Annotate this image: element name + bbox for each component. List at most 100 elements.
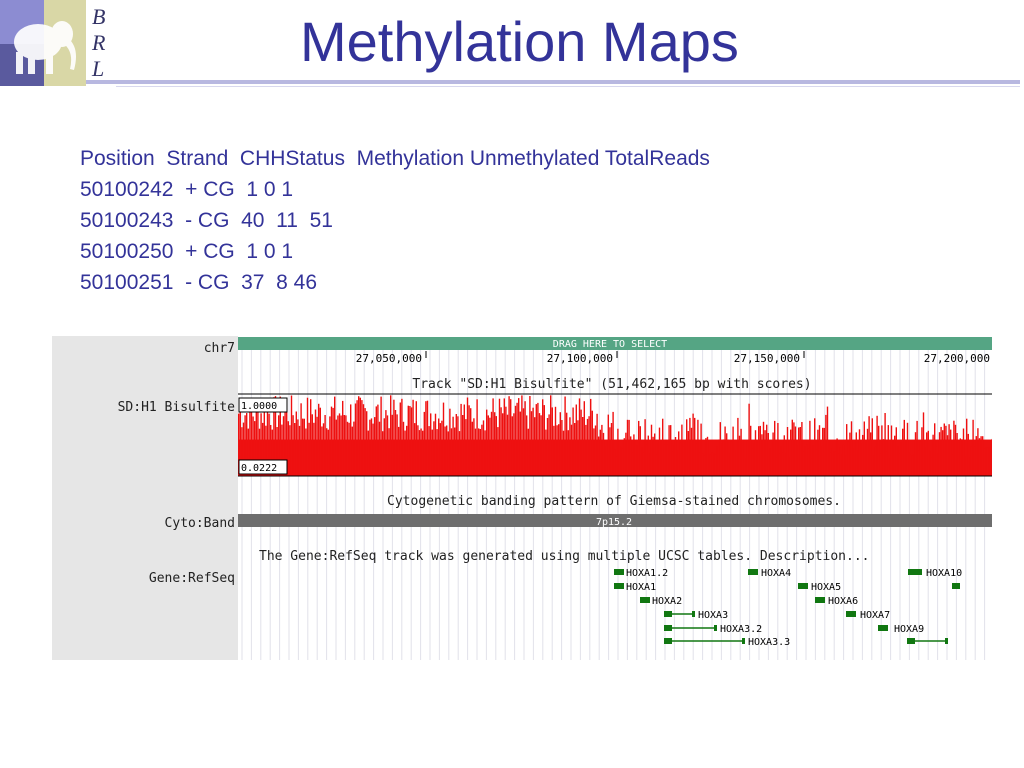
signal-bar [782, 452, 784, 476]
signal-bar [306, 397, 309, 476]
signal-bar [666, 444, 669, 476]
elephant-icon [14, 21, 76, 74]
signal-bar [433, 421, 435, 476]
gene-hoxa3.3[interactable]: HOXA3.3 [664, 637, 790, 648]
signal-bar [359, 397, 361, 476]
ruler-label: 27,100,000 [547, 352, 613, 365]
signal-bar [354, 403, 357, 476]
signal-bar [407, 405, 409, 476]
signal-bar [726, 433, 728, 476]
signal-bar [886, 451, 888, 476]
signal-bar [713, 453, 715, 476]
signal-bar [870, 432, 872, 476]
gene-unlabeled[interactable] [907, 638, 948, 644]
drag-select-bar[interactable] [238, 337, 992, 350]
signal-bar [470, 408, 472, 476]
signal-bar [804, 446, 806, 476]
signal-bar [238, 413, 240, 476]
gene-hoxa5[interactable]: HOXA5 [798, 582, 841, 593]
signal-bar [465, 419, 467, 476]
signal-bar [882, 439, 885, 476]
signal-bar [967, 433, 969, 476]
signal-bar [670, 425, 672, 476]
signal-bar [658, 427, 661, 476]
signal-bar [446, 425, 448, 476]
signal-bar [951, 454, 953, 476]
signal-bar [257, 407, 259, 476]
signal-bar [790, 429, 792, 476]
svg-text:HOXA7: HOXA7 [860, 610, 890, 621]
signal-bar [940, 426, 942, 476]
signal-bar [846, 424, 848, 476]
signal-bar [969, 457, 971, 476]
signal-bar [548, 414, 550, 476]
signal-bar [594, 425, 597, 476]
gene-hoxa10[interactable]: HOXA10 [908, 568, 962, 579]
gene-hoxa2[interactable]: HOXA2 [640, 596, 682, 607]
signal-bar [559, 412, 561, 476]
gene-hoxa1.2[interactable]: HOXA1.2 [614, 568, 668, 579]
signal-bar [550, 395, 552, 476]
signal-bar [818, 425, 821, 476]
signal-bar [833, 451, 835, 476]
signal-bar [748, 403, 750, 476]
signal-bar [868, 416, 870, 476]
signal-bar [447, 431, 449, 476]
signal-bar [895, 427, 897, 476]
signal-bar [767, 433, 769, 476]
signal-bar [338, 413, 341, 476]
brl-logo: B R L [0, 0, 106, 86]
signal-bar [766, 424, 768, 476]
signal-bar [775, 457, 777, 476]
slide-title: Methylation Maps [300, 10, 739, 73]
gene-unlabeled[interactable] [952, 583, 960, 589]
track-label-bisulfite: SD:H1 Bisulfite [118, 400, 236, 415]
signal-bar [623, 438, 625, 476]
signal-bar [966, 418, 968, 476]
signal-bar [897, 446, 899, 476]
signal-bar [665, 439, 667, 476]
gene-hoxa1[interactable]: HOXA1 [614, 582, 656, 593]
bisulfite-signal [238, 395, 992, 476]
data-header-row: Position Strand CHHStatus Methylation Un… [80, 147, 710, 170]
signal-bar [950, 429, 952, 476]
signal-bar [692, 413, 694, 476]
svg-text:HOXA3: HOXA3 [698, 610, 728, 621]
signal-bar [729, 453, 731, 476]
signal-bar [890, 425, 893, 476]
signal-bar [524, 401, 526, 476]
gene-hoxa9[interactable]: HOXA9 [878, 624, 924, 635]
signal-bar [580, 409, 582, 476]
gene-hoxa3[interactable]: HOXA3 [664, 610, 728, 621]
signal-bar [401, 398, 403, 476]
signal-bar [326, 428, 328, 476]
signal-bar [412, 399, 414, 476]
signal-bar [654, 433, 656, 476]
signal-bar [850, 421, 853, 476]
signal-bar [377, 404, 379, 476]
signal-bar [546, 418, 549, 476]
gene-hoxa6[interactable]: HOXA6 [815, 596, 858, 607]
signal-bar [473, 418, 475, 476]
signal-bar [990, 440, 992, 476]
gene-hoxa4[interactable]: HOXA4 [748, 568, 791, 579]
signal-bar [302, 418, 304, 476]
signal-bar [866, 428, 869, 476]
signal-bar [508, 396, 510, 476]
signal-bar [406, 425, 408, 476]
gene-hoxa7[interactable]: HOXA7 [846, 610, 890, 621]
data-row: 50100250 + CG 1 0 1 [80, 240, 294, 263]
signal-bar [758, 426, 760, 476]
gene-hoxa3.2[interactable]: HOXA3.2 [664, 624, 762, 635]
signal-bar [905, 441, 907, 476]
signal-bar [535, 404, 537, 476]
signal-bar [364, 408, 366, 476]
signal-bar [948, 424, 950, 476]
signal-bar [961, 439, 963, 476]
signal-bar [452, 416, 454, 476]
signal-bar [780, 446, 782, 476]
signal-bar [287, 421, 289, 476]
signal-bar [295, 411, 297, 476]
signal-bar [630, 436, 632, 476]
signal-bar [887, 425, 889, 476]
